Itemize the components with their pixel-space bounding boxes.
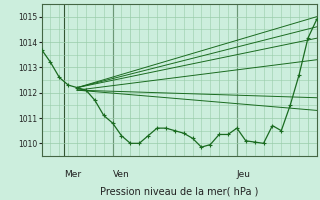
Text: Jeu: Jeu (237, 170, 251, 179)
Text: Pression niveau de la mer( hPa ): Pression niveau de la mer( hPa ) (100, 187, 258, 197)
Text: Mer: Mer (64, 170, 81, 179)
Text: Ven: Ven (113, 170, 129, 179)
